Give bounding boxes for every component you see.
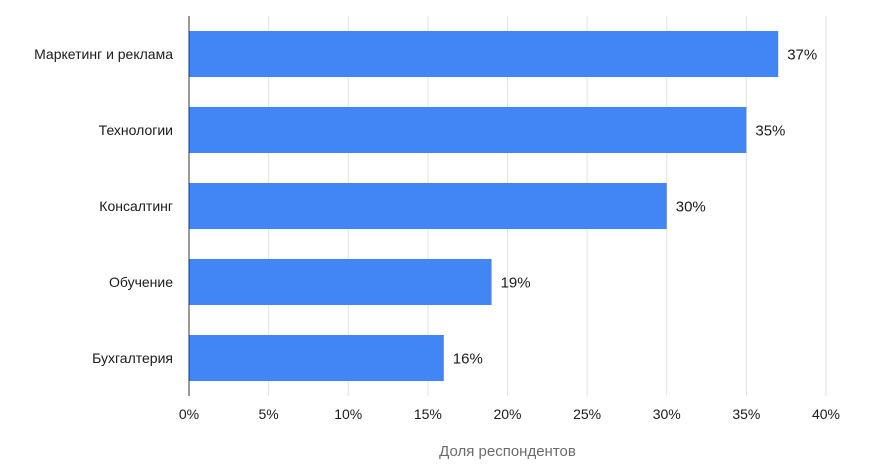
value-labels: 37% 35% 30% 19% 16%	[453, 47, 817, 368]
bar	[189, 335, 444, 381]
x-tick-label: 10%	[334, 406, 362, 422]
x-tick-label: 25%	[573, 406, 601, 422]
x-axis-title: Доля респондентов	[439, 443, 576, 460]
category-label: Маркетинг и реклама	[34, 46, 173, 62]
data-label: 35%	[755, 123, 785, 140]
bar	[189, 259, 492, 305]
x-tick-label: 30%	[653, 406, 681, 422]
bars	[189, 31, 779, 381]
category-labels: Маркетинг и реклама Технологии Консалтинг О…	[34, 46, 173, 366]
category-label: Консалтинг	[99, 198, 173, 214]
data-label: 37%	[787, 47, 817, 64]
bar	[189, 31, 779, 77]
bar	[189, 183, 667, 229]
x-tick-labels: 0% 5% 10% 15% 20% 25% 30% 35% 40%	[179, 406, 840, 422]
x-tick-label: 40%	[812, 406, 840, 422]
data-label: 16%	[453, 351, 483, 368]
x-tick-label: 20%	[493, 406, 521, 422]
x-tick-label: 0%	[179, 406, 199, 422]
x-tick-label: 15%	[414, 406, 442, 422]
category-label: Технологии	[99, 122, 173, 138]
data-label: 19%	[501, 275, 531, 292]
category-label: Бухгалтерия	[92, 350, 173, 366]
data-label: 30%	[676, 199, 706, 216]
bar	[189, 107, 747, 153]
category-label: Обучение	[109, 274, 173, 290]
x-tick-label: 5%	[259, 406, 279, 422]
x-tick-label: 35%	[732, 406, 760, 422]
